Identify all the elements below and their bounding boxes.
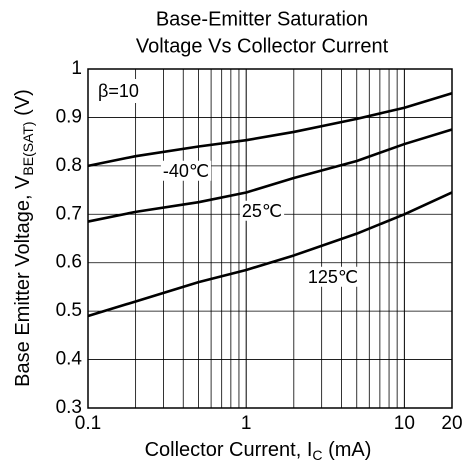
x-tick-label: 10	[394, 413, 415, 434]
plot-frame	[87, 68, 453, 409]
y-tick-label: 0.4	[56, 349, 83, 370]
series-label-bg	[239, 200, 285, 221]
series-label: 125℃	[308, 267, 358, 287]
x-axis-label-main: Collector Current, I	[145, 439, 313, 461]
series-line	[87, 128, 453, 223]
series-label-bg	[305, 266, 361, 287]
y-tick-label: 0.3	[56, 397, 82, 418]
y-tick-label: 1	[71, 58, 82, 79]
y-axis-label: Base Emitter Voltage, VBE(SAT) (V)	[12, 89, 35, 387]
series-line	[87, 191, 453, 318]
y-tick-label: 0.6	[56, 252, 82, 273]
y-tick-label: 0.7	[56, 203, 82, 224]
y-axis-label-main: Base Emitter Voltage, V	[12, 175, 34, 387]
y-axis-label-sub: BE(SAT)	[20, 121, 36, 175]
chart-title: Base-Emitter Saturation	[156, 8, 368, 30]
annotation-bg	[94, 79, 152, 103]
series-label-bg	[160, 160, 212, 181]
series-label: -40℃	[163, 161, 209, 181]
y-tick-label: 0.5	[56, 300, 82, 321]
y-tick-label: 0.9	[56, 106, 82, 127]
x-axis-label-sub: C	[312, 447, 322, 463]
x-tick-label: 0.1	[75, 413, 101, 434]
x-tick-label: 1	[241, 413, 252, 434]
y-axis-label-tail: (V)	[12, 89, 34, 121]
chart-title: Voltage Vs Collector Current	[136, 35, 389, 57]
series-line	[87, 91, 453, 168]
series-label: 25℃	[242, 201, 282, 221]
annotation: β=10	[98, 81, 139, 101]
y-tick-label: 0.8	[56, 155, 82, 176]
x-axis-label-tail: (mA)	[323, 439, 372, 461]
x-tick-label: 20	[441, 413, 462, 434]
x-axis-label: Collector Current, IC (mA)	[145, 439, 372, 462]
